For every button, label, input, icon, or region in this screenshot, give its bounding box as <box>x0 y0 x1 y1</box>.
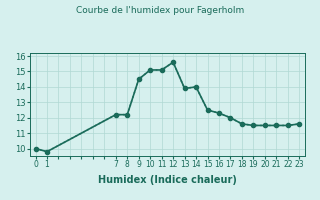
X-axis label: Humidex (Indice chaleur): Humidex (Indice chaleur) <box>98 175 237 185</box>
Text: Courbe de l'humidex pour Fagerholm: Courbe de l'humidex pour Fagerholm <box>76 6 244 15</box>
